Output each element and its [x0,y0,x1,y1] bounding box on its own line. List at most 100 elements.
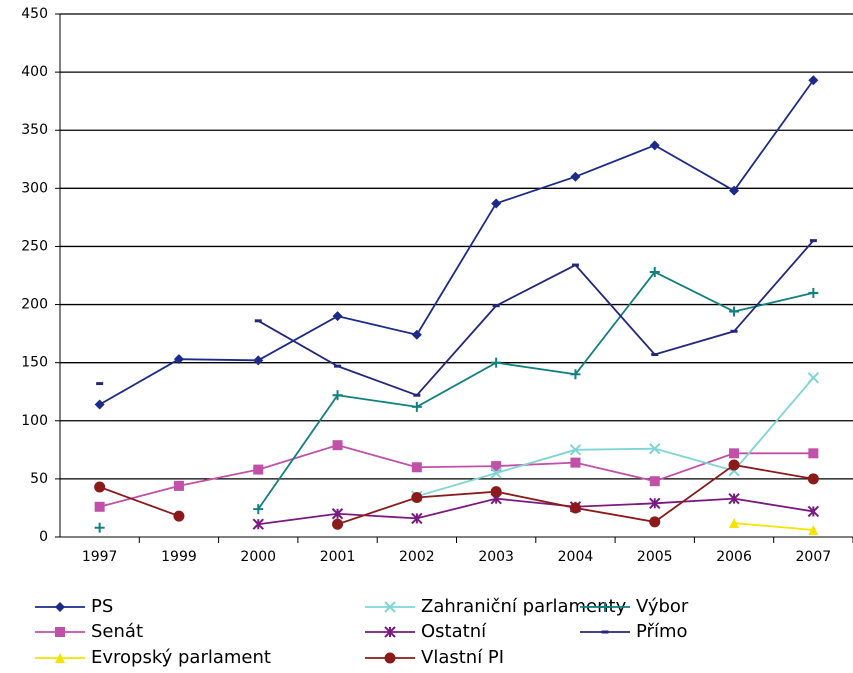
marker-shape [173,510,185,522]
marker-shape [94,399,105,410]
marker-shape [55,627,65,637]
marker [728,492,740,505]
marker [649,442,661,455]
marker [384,652,396,664]
marker [96,382,104,386]
marker [570,369,581,380]
marker-shape [729,448,740,459]
marker [94,501,105,512]
marker [332,390,343,401]
marker-shape [411,491,423,503]
marker [94,399,105,410]
marker [173,510,185,522]
marker [94,522,105,533]
marker-shape [651,353,659,357]
marker [808,287,819,298]
x-tick-label: 2006 [716,549,752,565]
marker [411,329,422,340]
marker [651,353,659,357]
legend-label: Vlastní PI [421,647,504,668]
marker [411,491,423,503]
marker [55,602,65,612]
marker-stroke [384,601,396,613]
marker-shape [96,382,104,386]
marker [384,601,396,613]
marker-shape [173,480,184,491]
series-line [99,79,815,406]
marker [491,198,502,209]
marker-shape [808,75,819,86]
x-tick-label: 1999 [161,549,197,565]
y-tick-label: 250 [21,238,48,254]
marker-shape [490,486,502,498]
marker [807,473,819,485]
marker [729,185,740,196]
x-tick-label: 2003 [478,549,514,565]
marker [411,401,422,412]
marker [253,355,264,366]
marker-shape [55,602,65,612]
legend-label: Přímo [636,621,688,642]
marker [807,505,820,518]
marker-stroke [649,442,661,455]
marker-shape [649,476,660,487]
legend-label: Senát [91,621,143,642]
marker [729,518,740,529]
marker-shape [254,319,262,323]
marker-shape [253,464,264,475]
marker [809,239,817,243]
marker-stroke [490,467,502,479]
marker [173,480,184,491]
marker-shape [492,304,500,308]
marker-shape [808,448,819,459]
marker [252,518,264,530]
marker [600,602,610,612]
marker [384,626,396,638]
marker-shape [411,329,422,340]
series-line [99,463,814,526]
x-tick-label: 2000 [240,549,276,565]
marker [490,467,502,479]
marker-shape [491,461,502,472]
marker-shape [334,364,342,368]
marker [730,329,738,333]
marker-shape [649,140,660,151]
marker [808,75,819,86]
series-line [416,377,815,498]
marker-shape [809,239,817,243]
marker [649,476,660,487]
marker-shape [55,653,65,663]
marker [55,653,65,663]
x-tick-label: 1997 [82,549,118,565]
marker [649,497,661,510]
marker [253,504,264,515]
legend-label: PS [91,596,113,617]
marker [569,444,582,456]
marker [570,171,581,182]
marker [728,459,740,471]
marker [332,440,343,451]
y-tick-label: 100 [21,413,48,429]
marker [411,462,422,473]
marker-shape [808,525,819,536]
marker [491,357,502,368]
marker [808,525,819,536]
marker-shape [570,457,581,468]
marker-shape [173,354,184,365]
marker-shape [571,263,579,267]
y-tick-label: 400 [21,64,48,80]
marker-shape [570,171,581,182]
marker [569,502,581,514]
marker [173,354,184,365]
marker [334,364,342,368]
marker-shape [728,459,740,471]
x-tick-label: 2005 [637,549,673,565]
marker-shape [807,473,819,485]
marker-shape [729,185,740,196]
marker-shape [332,440,343,451]
marker [807,372,820,384]
series-line [99,444,814,508]
y-tick-label: 300 [21,180,48,196]
marker [411,512,423,525]
